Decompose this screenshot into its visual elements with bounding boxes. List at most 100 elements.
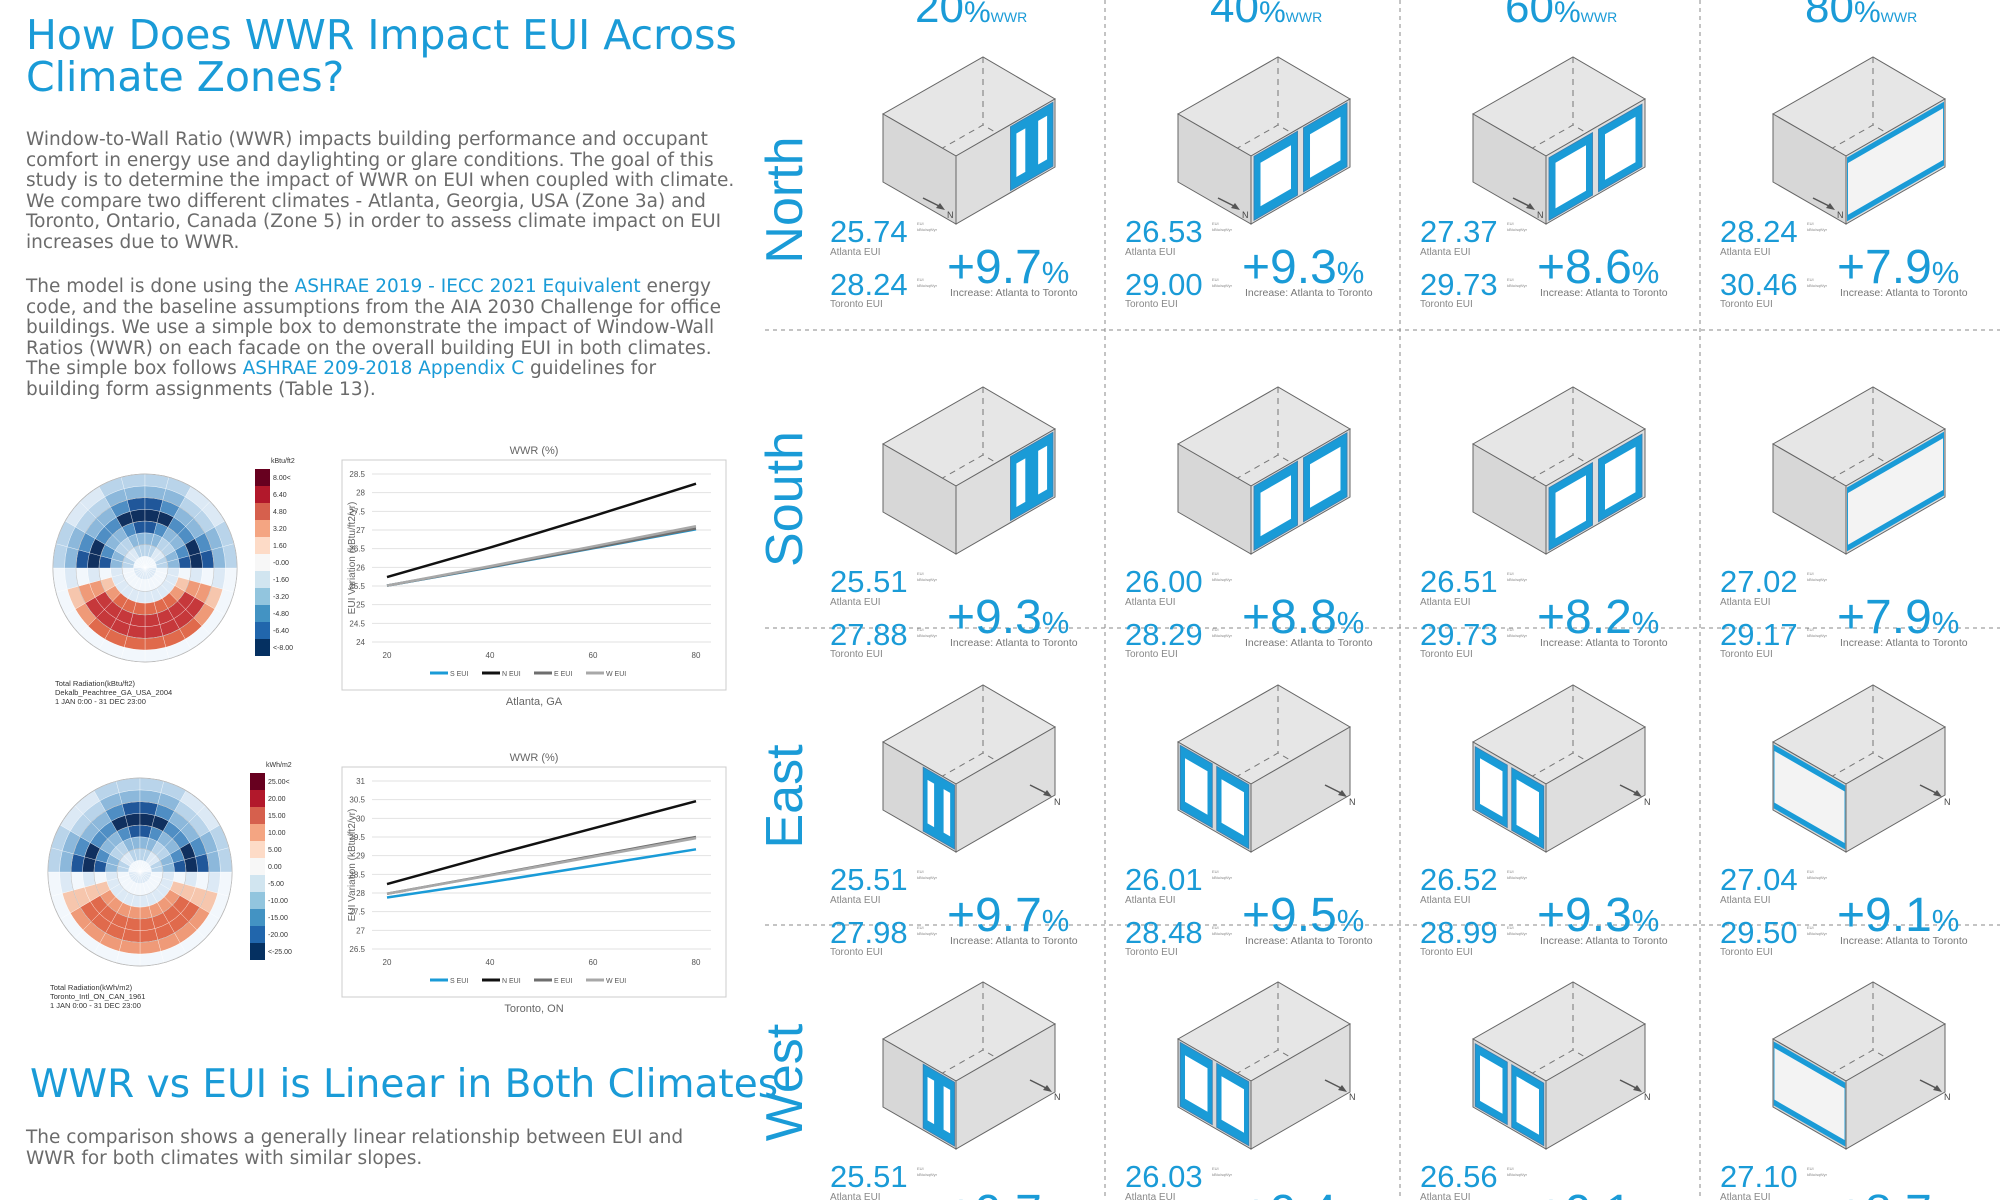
y-tick-label: 31: [356, 777, 365, 786]
y-tick-label: 25.5: [349, 582, 365, 591]
legend-value: <-25.00: [268, 949, 292, 956]
charts-area: kBtu/ft2 8.00< 6.40 4.80 3.20 1.60 -0.00 -1.60 -…: [47, 445, 727, 1015]
window-opening: [1516, 1076, 1539, 1135]
eui-unit: kBtu/sqft/yr: [917, 577, 938, 582]
window-opening: [1016, 458, 1026, 507]
toronto-eui-label: Toronto EUI: [1420, 947, 1473, 958]
north-arrow: N: [922, 197, 954, 220]
eui-unit: kBtu/sqft/yr: [1507, 875, 1528, 880]
eui-unit: EUI: [1212, 627, 1219, 632]
dome-ring: [98, 520, 192, 616]
building-box: [1771, 684, 1946, 853]
x-tick-label: 80: [692, 651, 701, 660]
window-opening: [1555, 145, 1586, 209]
eui-unit: EUI: [1212, 869, 1219, 874]
x-tick-label: 40: [486, 651, 495, 660]
eui-unit: kBtu/sqft/yr: [1507, 633, 1528, 638]
legend-value: -10.00: [268, 898, 288, 905]
increase-value: +9.7%: [947, 241, 1069, 294]
ashrae-2019-link[interactable]: ASHRAE 2019 - IECC 2021 Equivalent: [294, 276, 641, 297]
north-label: N: [1054, 1092, 1061, 1102]
y-tick-label: 27.5: [349, 507, 365, 516]
atlanta-eui-value: 28.24: [1720, 214, 1798, 249]
north-arrow: N: [1512, 197, 1544, 220]
wwr-orientation-grid: 20%WWR 40%WWR 60%WWR 80%WWR North South East We…: [756, 0, 2000, 1200]
eui-unit: EUI: [1807, 627, 1814, 632]
y-tick-label: 27: [356, 526, 365, 535]
eui-line-chart: WWR (%) Atlanta, GA 24 24.5 25 25.5 26 26.5 27 27…: [341, 445, 727, 708]
wwr-header-20: 20%WWR: [915, 0, 1027, 32]
legend-value: -5.00: [268, 881, 284, 888]
toronto-eui-label: Toronto EUI: [1420, 299, 1473, 310]
eui-unit: EUI: [1507, 925, 1514, 930]
increase-label: Increase: Atlanta to Toronto: [950, 287, 1078, 299]
atlanta-eui-label: Atlanta EUI: [1125, 1192, 1176, 1200]
toronto-eui-label: Toronto EUI: [830, 299, 883, 310]
radiation-station: Dekalb_Peachtree_GA_USA_2004: [55, 688, 172, 697]
radiation-period: 1 JAN 0:00 - 31 DEC 23:00: [50, 1001, 141, 1010]
north-arrow-head: [1826, 203, 1835, 210]
north-label: N: [1837, 210, 1844, 220]
y-tick-label: 28: [356, 889, 365, 898]
increase-value: +9.1%: [1837, 889, 1959, 942]
toronto-eui-value: 29.73: [1420, 617, 1498, 652]
eui-unit: kBtu/sqft/yr: [1807, 1172, 1828, 1177]
toronto-eui-value: 28.99: [1420, 915, 1498, 950]
window-opening: [1016, 128, 1026, 177]
building-box: [1771, 386, 1946, 555]
window-opening: [1260, 145, 1291, 207]
eui-unit: EUI: [1507, 571, 1514, 576]
legend-value: -0.00: [273, 560, 289, 567]
page-title: How Does WWR Impact EUI Across Climate Z…: [26, 11, 737, 101]
radiation-title: Total Radiation(kWh/m2): [50, 983, 133, 992]
atlanta-eui-value: 26.53: [1125, 214, 1203, 249]
dome-cell: [126, 497, 146, 512]
increase-value: +9.3%: [947, 591, 1069, 644]
window-opening: [1310, 446, 1341, 508]
atlanta-eui-value: 25.51: [830, 862, 908, 897]
y-tick-label: 24.5: [349, 619, 365, 628]
eui-unit: EUI: [1507, 1166, 1514, 1171]
y-tick-label: 29: [356, 852, 365, 861]
ashrae-209-link[interactable]: ASHRAE 209-2018 Appendix C: [242, 358, 525, 379]
eui-unit: kBtu/sqft/yr: [1807, 633, 1828, 638]
eui-unit: EUI: [1807, 277, 1814, 282]
window-opening: [1605, 446, 1636, 510]
toronto-eui-label: Toronto EUI: [1125, 649, 1178, 660]
north-arrow-head: [1526, 203, 1535, 210]
legend-value: -1.60: [273, 577, 289, 584]
toronto-eui-label: Toronto EUI: [1125, 947, 1178, 958]
legend-value: 6.40: [273, 492, 287, 499]
north-arrow: N: [1619, 784, 1651, 807]
dome-ring: [121, 544, 169, 592]
atlanta-eui-value: 27.37: [1420, 214, 1498, 249]
legend-value: 4.80: [273, 509, 287, 516]
toronto-eui-value: 29.00: [1125, 267, 1203, 302]
dome-ring: [75, 497, 215, 639]
box-right-face: [1845, 1023, 1946, 1150]
atlanta-eui-label: Atlanta EUI: [1720, 895, 1771, 906]
series-line-s: [386, 848, 697, 899]
increase-label: Increase: Atlanta to Toronto: [1245, 637, 1373, 649]
eui-unit: kBtu/sqft/yr: [1507, 577, 1528, 582]
building-box: [1176, 684, 1351, 853]
increase-value: +7.9%: [1837, 241, 1959, 294]
window-opening: [1480, 758, 1503, 817]
atlanta-eui-label: Atlanta EUI: [1125, 895, 1176, 906]
eui-unit: kBtu/sqft/yr: [1212, 227, 1233, 232]
atlanta-eui-label: Atlanta EUI: [1125, 247, 1176, 258]
legend-label: N EUI: [502, 671, 521, 678]
radiation-title: Total Radiation(kBtu/ft2): [55, 679, 136, 688]
legend-swatch: [250, 807, 265, 824]
building-box: [881, 386, 1056, 555]
legend-label: E EUI: [554, 978, 572, 985]
legend-swatch: [250, 892, 265, 909]
toronto-eui-label: Toronto EUI: [1420, 649, 1473, 660]
legend-value: 3.20: [273, 526, 287, 533]
window-opening: [1774, 1048, 1845, 1140]
toronto-eui-label: Toronto EUI: [830, 947, 883, 958]
atlanta-eui-value: 27.10: [1720, 1159, 1798, 1194]
toronto-eui-value: 28.29: [1125, 617, 1203, 652]
eui-unit: kBtu/sqft/yr: [1807, 875, 1828, 880]
box-right-face: [1845, 726, 1946, 853]
